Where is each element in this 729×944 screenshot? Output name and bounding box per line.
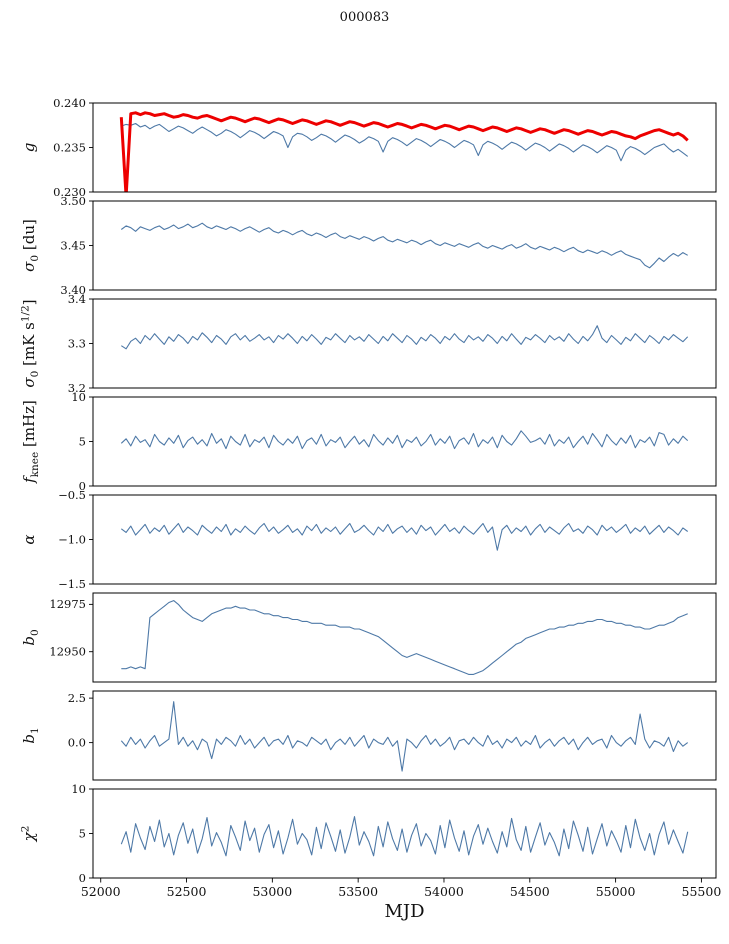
y-tick-label: 3.50 <box>60 194 86 208</box>
y-axis-label: χ2 <box>20 826 39 843</box>
y-tick-label: 0.230 <box>53 185 86 199</box>
x-tick-label: 55000 <box>596 884 636 899</box>
y-tick-label: 5 <box>79 826 86 840</box>
panel-border <box>92 788 717 879</box>
panel-alpha: −0.5 −1.0 −1.5 α <box>20 488 717 591</box>
x-tick-label: 54000 <box>424 884 464 899</box>
y-tick-label: 10 <box>71 390 86 404</box>
series-chi2 <box>120 816 689 857</box>
x-tick-label: 53000 <box>252 884 292 899</box>
y-tick-label: −1.0 <box>58 532 86 546</box>
series-b0 <box>121 600 688 675</box>
panel-b0: 12975 12950 b0 <box>20 592 717 683</box>
y-axis-label: b1 <box>20 727 41 743</box>
panel-border <box>92 200 717 291</box>
series-alpha <box>120 522 689 551</box>
y-axis-label: σ0 [du] <box>20 219 41 272</box>
y-tick-label: −0.5 <box>58 488 86 502</box>
y-tick-label: 12950 <box>49 645 86 659</box>
y-axis-label: b0 <box>20 629 41 645</box>
x-tick-label: 52500 <box>167 884 207 899</box>
y-tick-label: 3.40 <box>60 283 86 297</box>
y-tick-label: 12975 <box>49 597 86 611</box>
y-tick-label: 2.5 <box>68 691 86 705</box>
y-tick-label: 5 <box>79 434 86 448</box>
x-tick-label: 53500 <box>338 884 378 899</box>
series-g-blue <box>121 122 689 162</box>
x-tick-label: 54500 <box>510 884 550 899</box>
panel-border <box>92 592 717 683</box>
figure-title: 000083 <box>339 10 390 25</box>
panel-border <box>92 396 717 487</box>
panel-g: 0.240 0.235 0.230 g <box>20 96 717 199</box>
y-axis-label: g <box>20 143 38 153</box>
y-tick-label: 3.2 <box>68 381 86 395</box>
panel-sigma0-du: 3.50 3.45 3.40 σ0 [du] <box>20 194 717 297</box>
y-tick-label: 10 <box>71 782 86 796</box>
y-tick-label: 3.45 <box>60 238 86 252</box>
panel-border <box>92 298 717 389</box>
x-tick-label: 55500 <box>682 884 722 899</box>
x-tick-label: 52000 <box>81 884 121 899</box>
y-axis-label: σ0 [mK s1/2] <box>20 299 42 387</box>
panel-border <box>92 494 717 585</box>
panel-sigma0-mK: 3.4 3.3 3.2 σ0 [mK s1/2] <box>20 292 717 395</box>
y-tick-label: 0 <box>79 871 86 885</box>
panel-chi2: 10 5 0 χ2 <box>20 782 717 885</box>
y-tick-label: 3.3 <box>68 336 86 350</box>
panel-border <box>92 690 717 781</box>
panel-f-knee: 10 5 0 fknee [mHz] <box>20 390 717 493</box>
y-axis-label: fknee [mHz] <box>20 400 41 484</box>
panel-b1: 2.5 0.0 b1 <box>20 690 717 781</box>
series-g-red <box>119 111 689 192</box>
y-tick-label: 0.240 <box>53 96 86 110</box>
y-tick-label: 0.235 <box>53 140 86 154</box>
series-sigma0-du <box>120 222 688 269</box>
series-sigma0-mK <box>121 325 689 350</box>
y-tick-label: 0 <box>79 479 86 493</box>
y-tick-label: 0.0 <box>68 735 86 749</box>
y-tick-label: −1.5 <box>58 577 86 591</box>
x-axis-label: MJD <box>384 901 425 922</box>
panel-border <box>92 102 717 193</box>
y-tick-label: 3.4 <box>68 292 86 306</box>
series-b1 <box>120 701 689 772</box>
series-f-knee <box>120 430 689 450</box>
y-axis-label: α <box>20 534 38 544</box>
